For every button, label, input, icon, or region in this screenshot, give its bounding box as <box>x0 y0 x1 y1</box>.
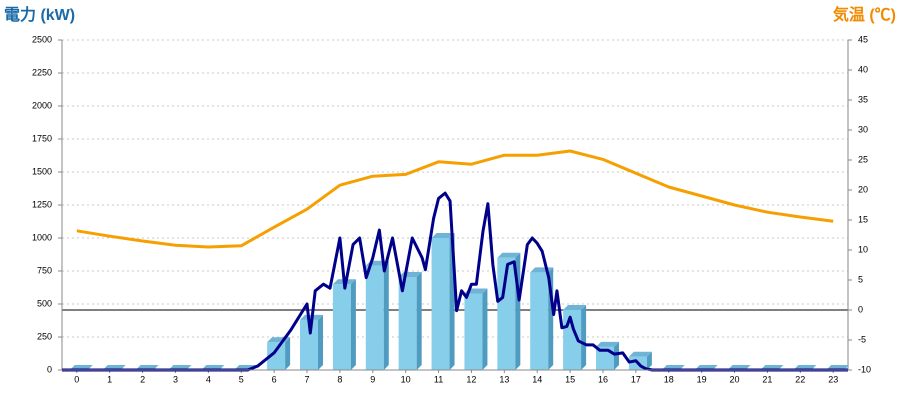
bar-side <box>318 314 324 370</box>
y-tick-label: 750 <box>37 265 52 275</box>
x-tick-label: 16 <box>598 374 608 384</box>
y-tick-label: 1250 <box>32 199 52 209</box>
x-tick-label: 11 <box>434 374 443 384</box>
bar-top <box>563 304 587 310</box>
bar-front <box>267 342 286 370</box>
bar-side <box>581 304 587 370</box>
bar <box>431 233 455 370</box>
bar-top <box>497 252 521 258</box>
bar-front <box>530 272 549 370</box>
y2-tick-label: 10 <box>858 244 868 254</box>
x-tick-label: 9 <box>370 374 375 384</box>
y2-tick-label: 15 <box>858 214 868 224</box>
bar-front <box>332 284 351 370</box>
y-tick-label: 1750 <box>32 133 52 143</box>
bar-front <box>398 276 417 370</box>
bar <box>595 341 619 370</box>
bar-side <box>350 279 356 370</box>
bar <box>365 260 389 370</box>
bar-top <box>628 351 652 357</box>
bar <box>464 288 488 370</box>
bar-side <box>285 337 291 370</box>
x-tick-label: 23 <box>828 374 838 384</box>
y2-axis-title: 気温 (℃) <box>833 5 896 24</box>
line <box>76 149 834 249</box>
x-tick-label: 6 <box>272 374 277 384</box>
x-tick-label: 4 <box>206 374 211 384</box>
x-tick-label: 2 <box>140 374 145 384</box>
y-tick-label: 0 <box>47 364 52 374</box>
x-tick-label: 1 <box>107 374 112 384</box>
x-tick-label: 17 <box>631 374 641 384</box>
bar <box>267 337 291 370</box>
y-tick-label: 1000 <box>32 232 52 242</box>
y2-tick-label: 40 <box>858 64 868 74</box>
bar-side <box>646 351 652 370</box>
x-tick-label: 20 <box>730 374 740 384</box>
x-tick-label: 19 <box>697 374 707 384</box>
x-tick-label: 0 <box>74 374 79 384</box>
y-axis-title: 電力 (kW) <box>4 5 75 24</box>
y2-tick-label: 5 <box>858 274 863 284</box>
y2-tick-label: 45 <box>858 34 868 44</box>
bar-top <box>595 341 619 347</box>
x-tick-label: 10 <box>401 374 411 384</box>
x-tick-label: 15 <box>565 374 575 384</box>
x-tick-label: 18 <box>664 374 674 384</box>
bar-front <box>464 293 483 370</box>
y2-tick-label: 30 <box>858 124 868 134</box>
y2-tick-label: 20 <box>858 184 868 194</box>
x-tick-label: 13 <box>499 374 509 384</box>
bar-top <box>431 233 455 238</box>
x-tick-label: 12 <box>466 374 476 384</box>
bar <box>332 279 356 370</box>
bar-front <box>300 319 319 370</box>
y-tick-label: 2000 <box>32 100 52 110</box>
x-tick-label: 3 <box>173 374 178 384</box>
y-tick-label: 250 <box>37 331 52 341</box>
x-tick-label: 22 <box>795 374 805 384</box>
bar <box>563 304 587 370</box>
bar-side <box>383 260 389 370</box>
bar-front <box>497 257 516 370</box>
y2-tick-label: 35 <box>858 94 868 104</box>
bar-front <box>431 238 450 370</box>
x-tick-label: 14 <box>532 374 542 384</box>
y2-tick-label: 25 <box>858 154 868 164</box>
y2-tick-label: -10 <box>858 364 871 374</box>
x-tick-label: 7 <box>305 374 310 384</box>
y-tick-label: 2500 <box>32 34 52 44</box>
bar-side <box>416 271 422 370</box>
x-tick-label: 8 <box>337 374 342 384</box>
bar-front <box>365 265 384 370</box>
y-tick-label: 2250 <box>32 67 52 77</box>
x-tick-label: 5 <box>239 374 244 384</box>
y-tick-label: 500 <box>37 298 52 308</box>
y2-tick-label: 0 <box>858 304 863 314</box>
y-tick-label: 1500 <box>32 166 52 176</box>
bar <box>300 314 324 370</box>
line <box>62 191 848 372</box>
y2-tick-label: -5 <box>858 334 866 344</box>
bar <box>497 252 521 370</box>
bar-side <box>482 288 488 370</box>
x-tick-label: 21 <box>762 374 772 384</box>
bar-side <box>613 341 619 370</box>
